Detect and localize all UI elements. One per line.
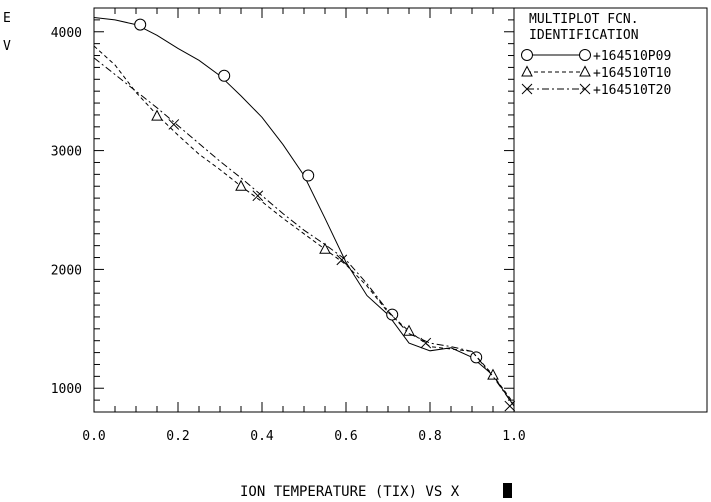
- series-1-marker: [386, 308, 399, 321]
- series-line-1: [93, 17, 515, 407]
- x-tick-label: 0.6: [334, 429, 357, 444]
- legend-entry-2: +164510T10: [593, 66, 671, 81]
- series-3-marker: [336, 254, 348, 266]
- x-axis-label: ION TEMPERATURE (TIX) VS X: [240, 484, 460, 500]
- cross-stroke: [420, 337, 432, 349]
- series-3-marker: [504, 400, 516, 412]
- cross-stroke: [336, 254, 348, 266]
- series-line-2: [93, 45, 515, 404]
- series-1-marker: [302, 169, 315, 182]
- x-tick-label: 0.8: [418, 429, 441, 444]
- y-tick-label: 1000: [51, 382, 82, 397]
- text-cursor: [503, 483, 512, 498]
- x-tick-label: 0.4: [250, 429, 274, 444]
- series-3-marker: [252, 190, 264, 202]
- series-2-marker: [151, 109, 163, 121]
- legend-marker-end: [579, 83, 591, 95]
- series-layer: [93, 17, 516, 412]
- y-tick-label: 4000: [51, 26, 82, 41]
- x-tick-label: 0.2: [166, 429, 189, 444]
- legend-marker-start: [521, 49, 533, 61]
- legend-entry-3: +164510T20: [593, 83, 671, 98]
- series-2-marker: [319, 242, 331, 254]
- cross-stroke: [579, 83, 591, 95]
- legend-marker-end: [579, 49, 591, 61]
- x-tick-label: 1.0: [502, 429, 525, 444]
- y-tick-label: 3000: [51, 145, 82, 160]
- legend-title-line1: MULTIPLOT FCN.: [529, 12, 639, 27]
- axis-labels: 0.0 0.2 0.4 0.6 0.8 1.0 1000 2000 3000 4000: [51, 26, 526, 444]
- legend-entry-1: +164510P09: [593, 49, 671, 64]
- legend-marker-end: [579, 65, 591, 77]
- plot-frame: [93, 7, 515, 413]
- series-1-marker: [218, 69, 231, 82]
- series-2-marker: [235, 179, 247, 191]
- cross-stroke: [168, 119, 180, 130]
- series-line-3: [93, 57, 515, 407]
- series-2-marker: [487, 368, 499, 380]
- series-3-marker: [420, 337, 432, 349]
- y-axis-label-line1: E: [3, 11, 11, 26]
- legend-marker-start: [521, 83, 533, 95]
- series-1-marker: [134, 18, 147, 31]
- legend: MULTIPLOT FCN.IDENTIFICATION +164510P09 +1…: [521, 12, 671, 98]
- axis-ticks: [93, 7, 515, 413]
- y-tick-label: 2000: [51, 263, 82, 278]
- cross-stroke: [521, 83, 533, 95]
- x-tick-label: 0.0: [82, 429, 105, 444]
- cross-stroke: [504, 400, 516, 412]
- cross-stroke: [252, 190, 264, 202]
- series-3-marker: [168, 119, 180, 130]
- legend-marker-start: [521, 65, 533, 77]
- legend-title-line2: IDENTIFICATION: [529, 28, 639, 43]
- y-axis-label-line2: V: [3, 39, 11, 54]
